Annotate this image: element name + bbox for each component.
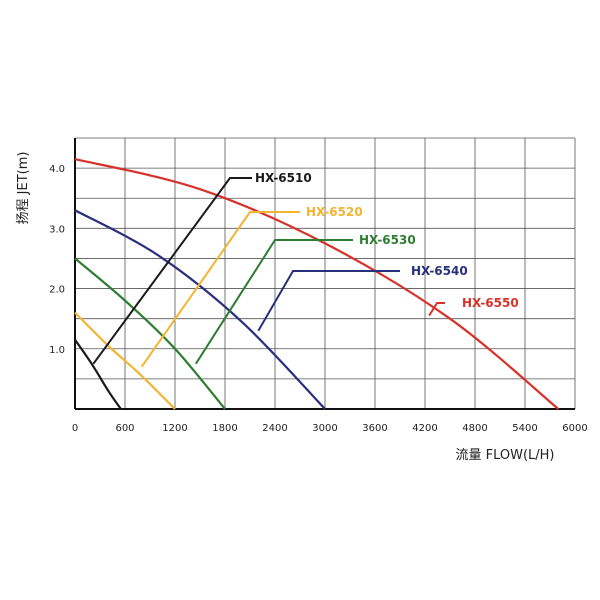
callout-leader-hx-6510 — [92, 177, 252, 365]
callout-leader-hx-6550 — [428, 302, 445, 317]
chart-grid — [74, 137, 576, 410]
x-axis-label: 流量 FLOW(L/H) — [455, 448, 554, 463]
callout-label-hx-6540: HX-6540 — [411, 264, 468, 278]
x-tick-label: 2400 — [262, 423, 287, 434]
series-callouts: HX-6510 HX-6520 HX-6530 HX-6540 HX-6550 — [92, 171, 519, 368]
x-tick-label: 5400 — [512, 423, 537, 434]
callout-label-hx-6550: HX-6550 — [462, 296, 519, 310]
x-tick-label: 600 — [115, 423, 134, 434]
x-tick-label: 4200 — [412, 423, 437, 434]
y-tick-label: 2.0 — [49, 285, 65, 296]
chart-series — [74, 158, 560, 410]
series-line-hx-6550 — [74, 158, 560, 410]
x-tick-label: 1200 — [162, 423, 187, 434]
x-tick-label: 3000 — [312, 423, 337, 434]
y-tick-label: 1.0 — [49, 345, 65, 356]
x-tick-label: 1800 — [212, 423, 237, 434]
callout-leader-hx-6520 — [140, 211, 300, 368]
series-line-hx-6520 — [74, 311, 176, 410]
x-tick-label: 3600 — [362, 423, 387, 434]
callout-label-hx-6520: HX-6520 — [306, 205, 363, 219]
x-tick-label: 4800 — [462, 423, 487, 434]
y-tick-label: 3.0 — [49, 224, 65, 235]
tick-labels: 0 600 1200 1800 2400 3000 3600 4200 4800 5400 6000… — [49, 164, 588, 434]
y-tick-label: 4.0 — [49, 164, 65, 175]
series-line-hx-6540 — [74, 209, 326, 410]
callout-label-hx-6510: HX-6510 — [255, 171, 312, 185]
x-tick-label: 6000 — [562, 423, 587, 434]
series-line-hx-6510 — [74, 339, 122, 410]
y-axis-label: 扬程 JET(m) — [16, 152, 31, 225]
callout-leader-hx-6540 — [257, 270, 400, 332]
x-tick-label: 0 — [72, 423, 78, 434]
callout-label-hx-6530: HX-6530 — [359, 233, 416, 247]
series-line-hx-6530 — [74, 257, 226, 410]
callout-leader-hx-6530 — [194, 239, 353, 365]
